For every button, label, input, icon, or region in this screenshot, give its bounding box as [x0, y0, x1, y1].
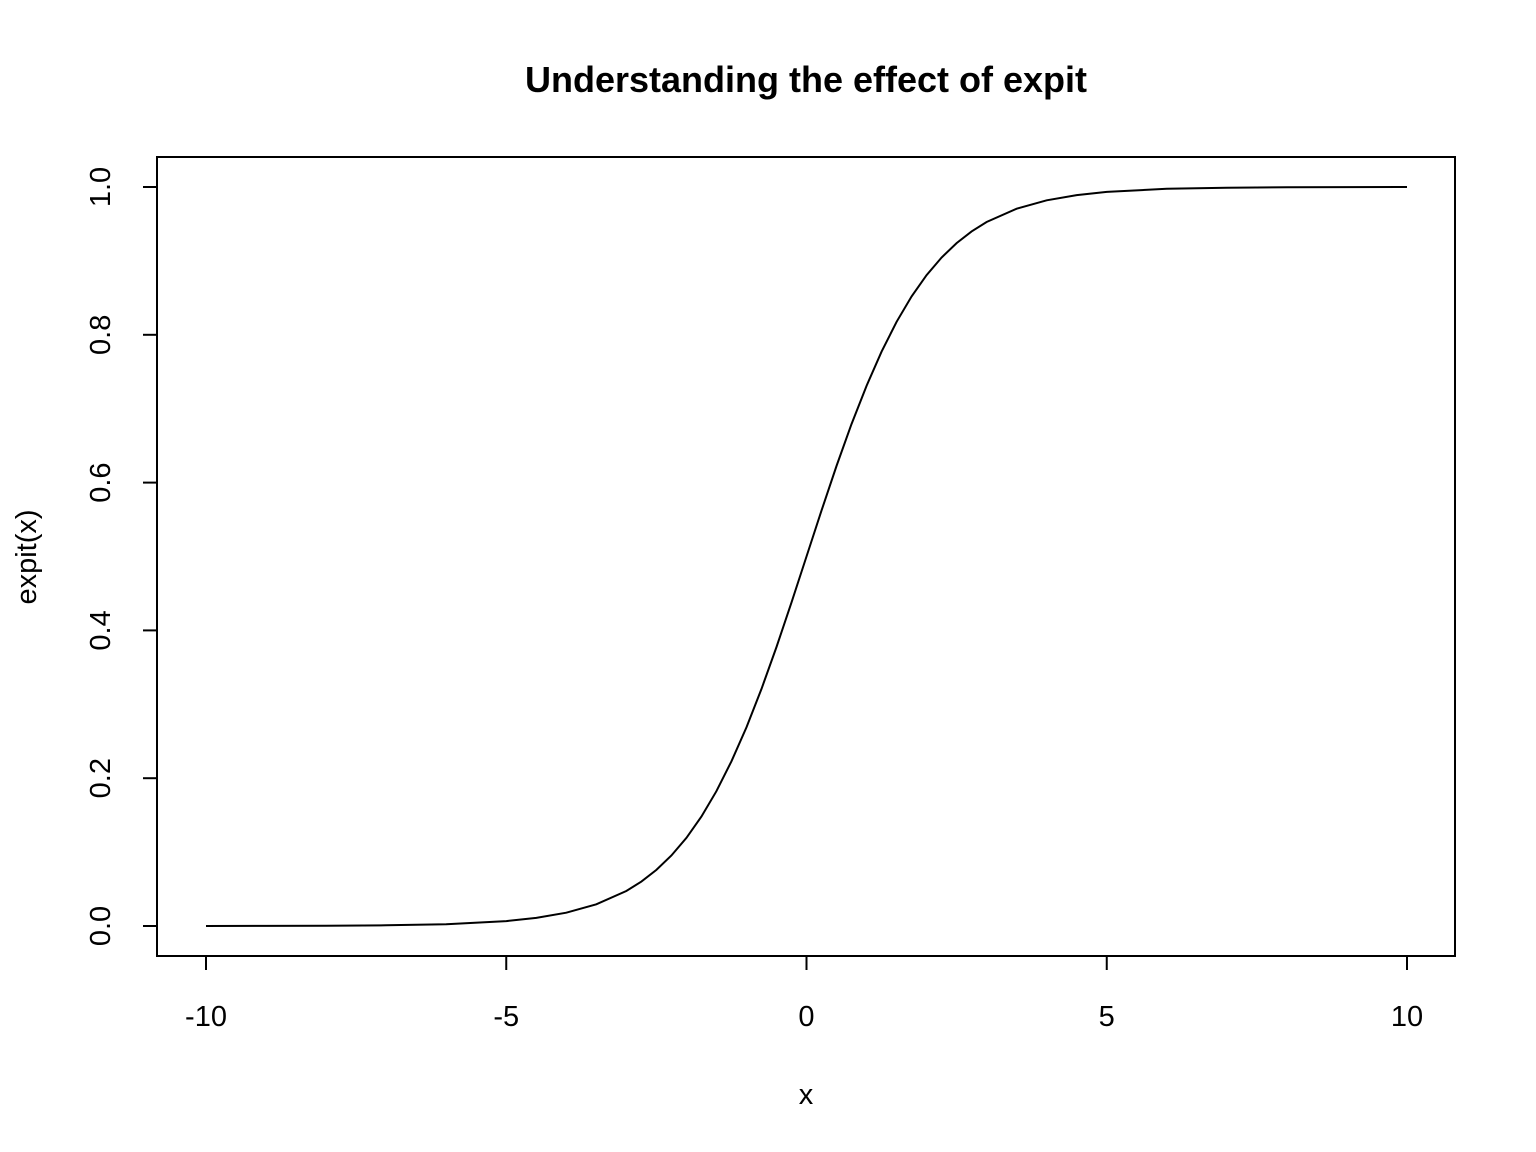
x-tick-label: 5	[1099, 1001, 1115, 1033]
y-axis: 0.0 0.2 0.4 0.6 0.8 1.0	[85, 167, 158, 946]
y-axis-label: expit(x)	[11, 509, 43, 604]
x-tick-label: -5	[493, 1001, 519, 1033]
y-tick-label: 0.2	[85, 758, 117, 798]
y-tick-label: 1.0	[85, 167, 117, 207]
x-axis-label: x	[799, 1079, 814, 1111]
series-line	[205, 186, 1408, 927]
x-tick-label: -10	[185, 1001, 227, 1033]
x-tick-label: 0	[798, 1001, 814, 1033]
y-tick-label: 0.4	[85, 610, 117, 650]
y-tick-label: 0.6	[85, 462, 117, 502]
x-tick-label: 10	[1391, 1001, 1423, 1033]
y-tick-label: 0.0	[85, 906, 117, 946]
y-tick-label: 0.8	[85, 315, 117, 355]
chart-title: Understanding the effect of expit	[525, 59, 1087, 100]
x-axis: -10 -5 0 5 10	[185, 955, 1423, 1033]
